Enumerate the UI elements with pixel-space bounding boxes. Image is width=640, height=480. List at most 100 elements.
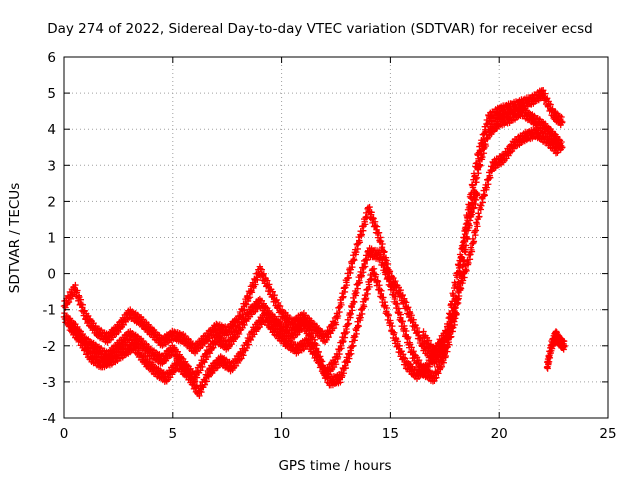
x-tick-label: 15	[382, 426, 399, 442]
data-point	[363, 213, 371, 221]
data-point	[470, 238, 478, 245]
data-point	[559, 144, 566, 151]
data-point	[206, 350, 214, 357]
data-point	[368, 275, 375, 283]
data-point	[266, 307, 273, 314]
data-point	[351, 298, 358, 306]
data-point	[457, 285, 465, 292]
data-point	[541, 90, 549, 97]
data-point	[74, 287, 81, 294]
data-point	[403, 327, 410, 335]
data-point	[479, 153, 486, 161]
data-point	[348, 350, 355, 357]
data-point	[273, 296, 280, 304]
data-point	[368, 209, 375, 216]
data-point	[349, 263, 356, 271]
y-axis-label: SDTVAR / TECUs	[7, 183, 23, 293]
data-point	[344, 358, 351, 365]
data-point	[65, 317, 73, 324]
data-point	[473, 159, 481, 167]
data-point	[433, 374, 440, 381]
data-point	[405, 304, 412, 311]
data-point	[342, 330, 349, 337]
data-point	[266, 281, 273, 288]
data-point	[397, 286, 404, 294]
data-point	[72, 281, 79, 289]
data-point	[445, 323, 452, 330]
data-point	[379, 240, 386, 248]
data-point	[549, 105, 556, 113]
data-point	[353, 289, 360, 297]
data-point	[362, 295, 370, 302]
x-tick-label: 25	[599, 426, 616, 442]
data-point	[243, 301, 250, 308]
data-point	[323, 368, 330, 375]
data-point	[394, 300, 401, 308]
data-point	[380, 294, 387, 301]
data-point	[353, 330, 360, 338]
data-point	[338, 301, 345, 309]
data-point	[505, 152, 512, 159]
data-point	[440, 351, 448, 358]
x-axis-label: GPS time / hours	[278, 458, 391, 474]
data-point	[83, 344, 91, 351]
y-tick-label: -4	[43, 411, 56, 427]
data-point	[478, 202, 485, 209]
data-point	[461, 237, 468, 245]
y-tick-label: -1	[43, 303, 56, 319]
y-tick-label: 1	[47, 231, 56, 247]
data-point	[391, 329, 398, 337]
data-point	[375, 229, 383, 236]
data-point	[349, 307, 356, 314]
data-point	[203, 378, 211, 385]
data-point	[405, 333, 412, 341]
data-point	[443, 328, 450, 335]
data-point	[398, 348, 405, 355]
data-point	[373, 223, 381, 230]
data-point	[270, 321, 277, 329]
data-point	[356, 239, 363, 246]
data-point	[355, 323, 362, 330]
data-point	[276, 302, 284, 310]
data-point	[358, 310, 366, 318]
data-point	[191, 378, 199, 386]
data-point	[447, 311, 454, 318]
data-point	[363, 256, 371, 263]
data-point	[420, 328, 427, 335]
data-point	[482, 128, 490, 135]
data-point	[559, 118, 566, 126]
data-point	[271, 292, 278, 299]
y-tick-label: -2	[43, 339, 56, 355]
data-point	[115, 328, 122, 336]
data-point	[459, 242, 467, 250]
data-point	[426, 363, 434, 370]
data-point	[482, 142, 490, 150]
data-point	[452, 281, 459, 288]
data-point	[472, 227, 480, 234]
data-point	[470, 204, 478, 211]
data-point	[547, 101, 554, 108]
data-point	[381, 248, 388, 255]
data-point	[79, 301, 86, 308]
data-point	[485, 175, 492, 183]
data-point	[397, 311, 404, 318]
series-track-3	[65, 125, 562, 400]
data-point	[340, 293, 347, 300]
y-tick-label: 2	[47, 194, 56, 210]
data-point	[389, 322, 396, 330]
data-point	[181, 358, 189, 365]
data-point	[377, 237, 385, 245]
data-point	[469, 184, 477, 191]
data-point	[376, 286, 384, 293]
data-point	[131, 339, 138, 346]
axis-ticks	[63, 56, 609, 419]
data-point	[463, 227, 470, 234]
series-track-4	[419, 189, 481, 360]
data-point	[360, 264, 367, 271]
y-tick-label: 6	[47, 50, 56, 66]
data-point	[399, 318, 406, 325]
data-point	[241, 306, 248, 314]
data-point	[347, 310, 355, 318]
data-point	[245, 341, 253, 348]
